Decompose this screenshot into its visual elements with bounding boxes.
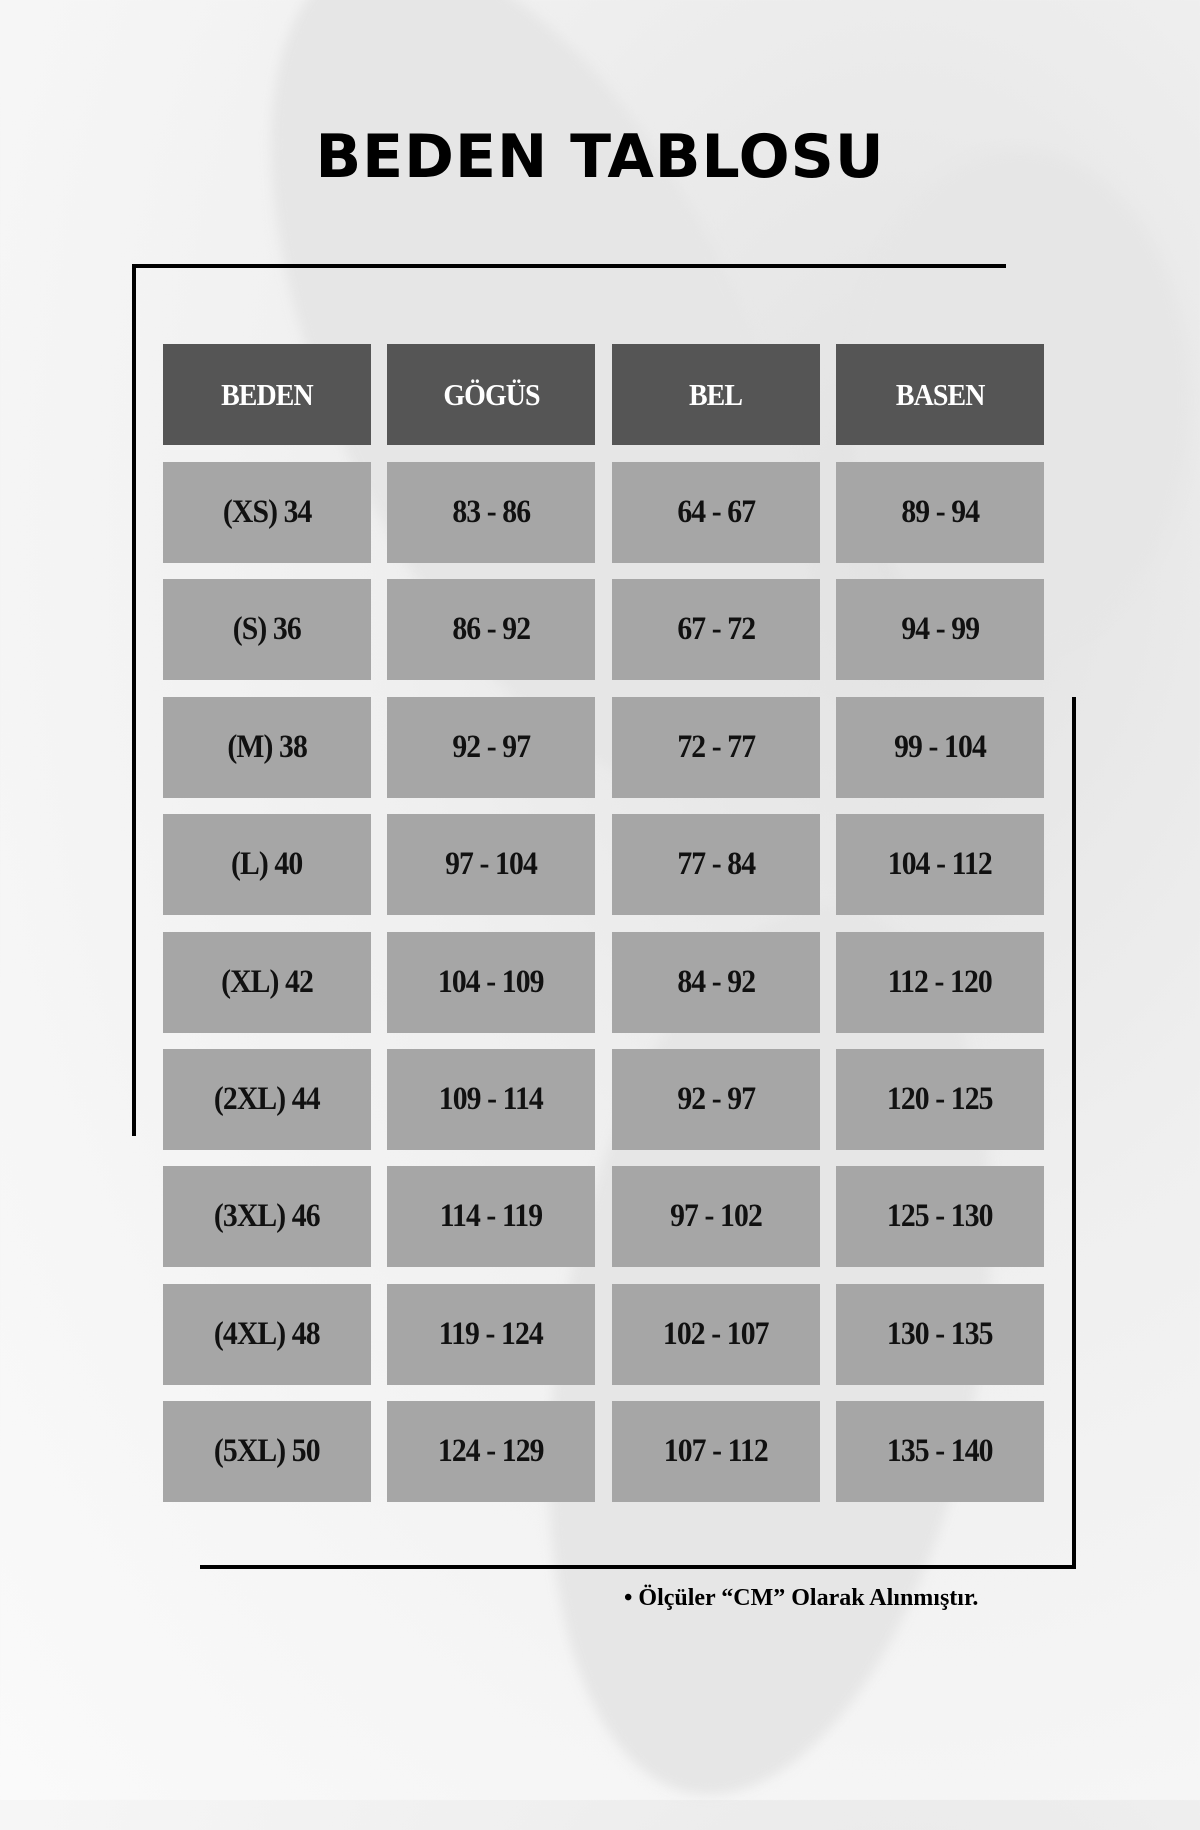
cell-waist: 64 - 67 (612, 462, 820, 563)
cell-value: (3XL) 46 (214, 1198, 321, 1235)
cell-value: 125 - 130 (887, 1198, 994, 1235)
frame-right-line (1072, 697, 1076, 1569)
header-chest: GÖGÜS (387, 344, 595, 445)
cell-value: 107 - 112 (663, 1433, 769, 1470)
page-title: BEDEN TABLOSU (315, 122, 885, 192)
header-hip: BASEN (836, 344, 1044, 445)
cell-value: 120 - 125 (887, 1081, 994, 1117)
cell-hip: 94 - 99 (836, 579, 1044, 681)
cell-hip: 120 - 125 (836, 1049, 1044, 1150)
cell-value: 130 - 135 (887, 1315, 994, 1352)
cell-value: 92 - 97 (677, 1081, 756, 1117)
header-waist: BEL (612, 344, 820, 445)
cell-value: 92 - 97 (452, 728, 531, 765)
cell-value: 89 - 94 (901, 494, 980, 530)
cell-chest: 114 - 119 (387, 1166, 595, 1268)
cell-hip: 99 - 104 (836, 696, 1044, 798)
cell-chest: 97 - 104 (387, 814, 595, 916)
cell-value: 119 - 124 (438, 1315, 544, 1352)
cell-value: 97 - 102 (670, 1198, 763, 1235)
cell-value: 135 - 140 (887, 1433, 994, 1470)
cell-value: (2XL) 44 (214, 1081, 321, 1117)
cell-value: 77 - 84 (677, 846, 756, 883)
cell-size: (M) 38 (163, 696, 371, 798)
cell-value: 124 - 129 (438, 1433, 545, 1470)
cell-value: 86 - 92 (452, 611, 531, 648)
cell-size: (S) 36 (163, 579, 371, 681)
cell-chest: 86 - 92 (387, 579, 595, 681)
cell-size: (XS) 34 (163, 462, 371, 563)
cell-value: (M) 38 (227, 728, 307, 765)
cell-value: (XL) 42 (221, 963, 314, 1000)
cell-value: (XS) 34 (222, 494, 312, 530)
cell-value: 83 - 86 (452, 494, 531, 530)
cell-waist: 77 - 84 (612, 814, 820, 916)
cell-waist: 72 - 77 (612, 696, 820, 798)
header-label: BEL (689, 376, 743, 412)
header-label: GÖGÜS (442, 376, 540, 412)
cell-value: 109 - 114 (438, 1081, 544, 1117)
cell-chest: 119 - 124 (387, 1283, 595, 1385)
cell-size: (L) 40 (163, 814, 371, 916)
frame-top-line (134, 264, 1006, 268)
cell-chest: 83 - 86 (387, 462, 595, 563)
cell-value: 102 - 107 (663, 1315, 770, 1352)
cell-chest: 92 - 97 (387, 696, 595, 798)
cell-size: (5XL) 50 (163, 1401, 371, 1503)
cell-hip: 135 - 140 (836, 1401, 1044, 1503)
cell-hip: 89 - 94 (836, 462, 1044, 563)
frame-left-line (132, 264, 136, 1136)
cell-chest: 124 - 129 (387, 1401, 595, 1503)
cell-value: 112 - 120 (887, 963, 993, 1000)
cell-waist: 84 - 92 (612, 931, 820, 1033)
cell-value: 67 - 72 (677, 611, 756, 648)
cell-size: (2XL) 44 (163, 1049, 371, 1150)
cell-value: 114 - 119 (439, 1198, 543, 1235)
cell-hip: 130 - 135 (836, 1283, 1044, 1385)
header-size: BEDEN (163, 344, 371, 445)
cell-value: 99 - 104 (894, 728, 987, 765)
measurement-note: • Ölçüler “CM” Olarak Alınmıştır. (624, 1585, 979, 1611)
cell-hip: 104 - 112 (836, 814, 1044, 916)
cell-value: (5XL) 50 (214, 1433, 321, 1470)
cell-size: (XL) 42 (163, 931, 371, 1033)
cell-hip: 112 - 120 (836, 931, 1044, 1033)
header-label: BEDEN (221, 376, 314, 412)
cell-value: 94 - 99 (901, 611, 980, 648)
cell-size: (4XL) 48 (163, 1283, 371, 1385)
cell-value: 97 - 104 (445, 846, 538, 883)
cell-waist: 107 - 112 (612, 1401, 820, 1503)
cell-value: 104 - 109 (438, 963, 545, 1000)
cell-value: 84 - 92 (677, 963, 756, 1000)
cell-waist: 92 - 97 (612, 1049, 820, 1150)
cell-waist: 102 - 107 (612, 1283, 820, 1385)
cell-value: (L) 40 (231, 846, 303, 883)
cell-waist: 67 - 72 (612, 579, 820, 681)
cell-waist: 97 - 102 (612, 1166, 820, 1268)
cell-value: 104 - 112 (887, 846, 993, 883)
cell-value: 72 - 77 (677, 728, 756, 765)
cell-chest: 104 - 109 (387, 931, 595, 1033)
cell-value: (4XL) 48 (214, 1315, 321, 1352)
cell-value: (S) 36 (232, 611, 302, 648)
header-label: BASEN (895, 376, 985, 412)
cell-chest: 109 - 114 (387, 1049, 595, 1150)
cell-value: 64 - 67 (677, 494, 756, 530)
frame-bottom-line (200, 1565, 1076, 1569)
cell-hip: 125 - 130 (836, 1166, 1044, 1268)
cell-size: (3XL) 46 (163, 1166, 371, 1268)
